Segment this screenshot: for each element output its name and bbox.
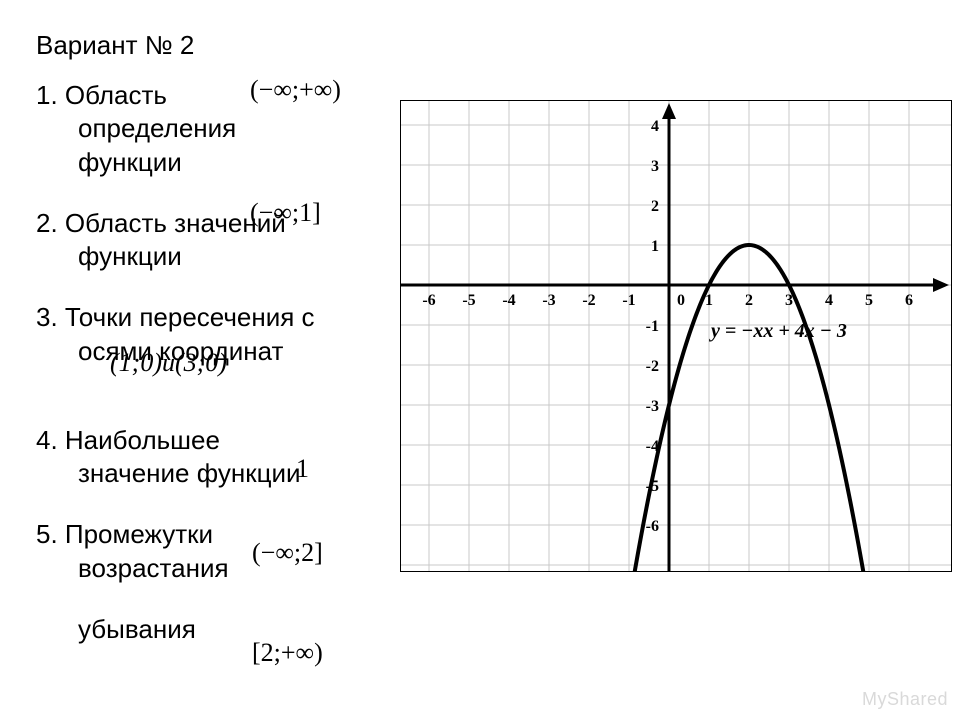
- svg-text:-6: -6: [422, 292, 435, 309]
- formula-domain: (−∞;+∞): [250, 75, 341, 105]
- svg-text:-4: -4: [502, 292, 515, 309]
- item-4-l1: 4. Наибольшее: [36, 425, 220, 455]
- formula-range: (−∞;1]: [250, 198, 321, 228]
- chart-svg: -6-5-4-3-2-1123456-6-5-4-3-2-112340y = −…: [401, 101, 951, 571]
- svg-text:3: 3: [651, 158, 659, 175]
- item-1-l2: определения: [36, 113, 236, 143]
- formula-decrease: [2;+∞): [252, 638, 323, 668]
- item-1-num: 1.: [36, 80, 58, 110]
- formula-increase: (−∞;2]: [252, 538, 323, 568]
- svg-text:-2: -2: [646, 358, 659, 375]
- svg-text:-1: -1: [622, 292, 635, 309]
- item-5-l2: возрастания: [36, 553, 229, 583]
- item-6-l1: убывания: [36, 614, 196, 644]
- svg-text:4: 4: [651, 118, 659, 135]
- variant-title: Вариант № 2: [36, 30, 406, 61]
- formula-max: 1: [296, 454, 309, 484]
- svg-text:-3: -3: [542, 292, 555, 309]
- svg-text:0: 0: [677, 292, 685, 309]
- svg-text:1: 1: [651, 238, 659, 255]
- svg-text:2: 2: [745, 292, 753, 309]
- watermark: MyShared: [862, 689, 948, 710]
- item-1-l3: функции: [36, 147, 182, 177]
- svg-text:2: 2: [651, 198, 659, 215]
- item-1: 1. Область определения функции: [36, 79, 406, 179]
- item-2: 2. Область значений функции: [36, 207, 406, 274]
- svg-text:-6: -6: [646, 518, 659, 535]
- svg-text:-1: -1: [646, 318, 659, 335]
- item-6: убывания: [36, 613, 406, 646]
- item-2-l2: функции: [36, 241, 182, 271]
- svg-text:6: 6: [905, 292, 913, 309]
- formula-intercepts: (1;0)и(3;0): [110, 348, 227, 378]
- svg-text:-3: -3: [646, 398, 659, 415]
- svg-text:-2: -2: [582, 292, 595, 309]
- item-4-l2: значение функции: [36, 458, 301, 488]
- parabola-chart: -6-5-4-3-2-1123456-6-5-4-3-2-112340y = −…: [400, 100, 952, 572]
- item-1-l1: Область: [65, 80, 167, 110]
- svg-text:-5: -5: [462, 292, 475, 309]
- item-3-l1: 3. Точки пересечения с: [36, 302, 315, 332]
- svg-text:5: 5: [865, 292, 873, 309]
- svg-text:4: 4: [825, 292, 833, 309]
- item-2-l1: 2. Область значений: [36, 208, 286, 238]
- item-4: 4. Наибольшее значение функции: [36, 424, 406, 491]
- item-5: 5. Промежутки возрастания: [36, 518, 406, 585]
- item-5-l1: 5. Промежутки: [36, 519, 213, 549]
- svg-text:y = −xx + 4x − 3: y = −xx + 4x − 3: [709, 320, 847, 342]
